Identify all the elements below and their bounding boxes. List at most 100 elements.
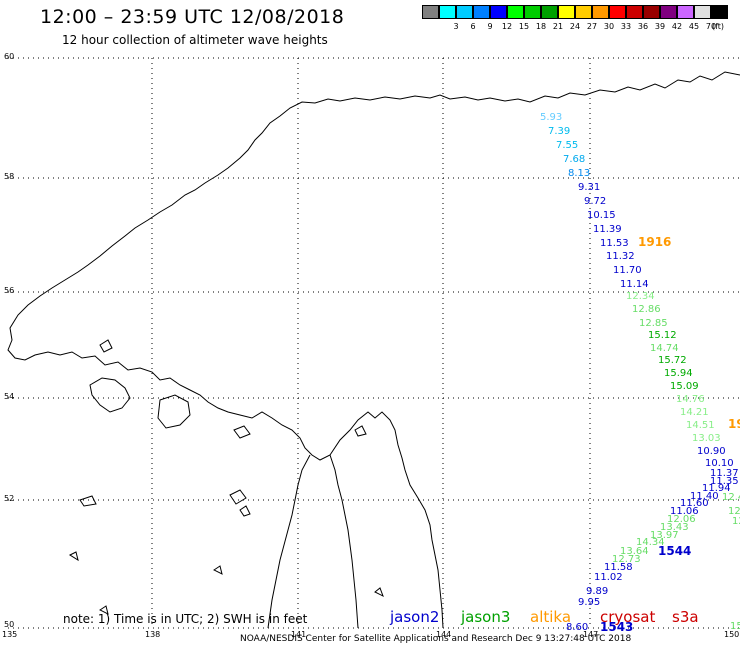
coastline-inner [329,454,359,629]
legend-label: 42 [671,22,683,31]
island-9 [68,551,79,562]
legend-swatch [592,5,609,19]
track-value-jason2-bottom: 11.02 [594,572,623,583]
legend-label: 30 [603,22,615,31]
legend-label: 3 [453,22,459,31]
legend-swatch [694,5,711,19]
lat-label-50: 50 [4,620,15,629]
track-value-jason2-lower: 10.10 [705,458,734,469]
track-value-jason2-lower: 11.60 [680,498,709,509]
legend-swatch [473,5,490,19]
island-1 [233,425,251,439]
island-5 [79,495,97,507]
pass-time-altika-edge: 19 [728,417,740,431]
track-value-jason2: 9.72 [584,196,606,207]
track-value-jason2: 11.53 [600,238,629,249]
track-value-jason3: 14.21 [680,407,709,418]
track-value-jason2-lower: 11.94 [702,483,731,494]
legend-swatch [456,5,473,19]
track-value-jason2-bottom: 9.95 [578,597,600,608]
track-value-jason2-lower: 11.37 [710,468,739,479]
legend-swatch [609,5,626,19]
pass-time-jason2-low: 1543 [600,620,633,634]
sat-altika: altika [530,608,572,626]
lat-label-58: 58 [4,172,15,181]
grid [8,57,740,629]
lon-label-150: 150 [724,630,740,639]
track-value-jason3: 14.74 [650,343,679,354]
track-value-jason2: 11.14 [620,279,649,290]
credits-footer: NOAA/NESDIS Center for Satellite Applica… [240,634,632,644]
track-value-jason2: 7.55 [556,140,578,151]
island-2 [354,425,367,437]
legend-label: 12 [501,22,513,31]
lon-label-138: 138 [145,630,161,639]
track-value-jason3: 12.34 [626,291,655,302]
legend-label: 21 [552,22,564,31]
legend-swatch [660,5,677,19]
island-3 [229,489,247,505]
track-value-jason3: 15.09 [670,381,699,392]
track-value-jason2-bottom: 8.60 [566,622,588,633]
sat-jason3: jason3 [461,608,511,626]
sat-s3a: s3a [672,608,699,626]
map-title: 12:00 – 23:59 UTC 12/08/2018 [40,6,345,28]
lat-label-54: 54 [4,392,15,401]
sat-jason2: jason2 [390,608,440,626]
track-value-jason3-lower: 12.44 [722,492,740,503]
track-value-jason3-lower: 13.64 [620,546,649,557]
track-value-jason3-lower: 12.06 [667,514,696,525]
lon-label-135: 135 [2,630,18,639]
track-value-jason2: 5.93 [540,112,562,123]
lat-label-56: 56 [4,286,15,295]
track-value-jason3: 13.03 [692,433,721,444]
track-value-jason3: 12.85 [639,318,668,329]
legend-label: 70 [705,22,717,31]
track-value-jason2: 11.32 [606,251,635,262]
legend-swatch [626,5,643,19]
legend-swatch [507,5,524,19]
legend-swatch [575,5,592,19]
track-value-jason2: 8.13 [568,168,590,179]
legend-swatch [711,5,728,19]
legend-swatch [524,5,541,19]
legend-label: 24 [569,22,581,31]
island-8 [99,605,109,615]
color-legend: 3 6 9 12 15 18 21 24 27 30 33 36 39 42 45 70 (ft) [422,5,730,37]
coastline-mainland [7,71,740,629]
track-value-jason2: 7.68 [563,154,585,165]
legend-label: 36 [637,22,649,31]
track-value-jason2-bottom: 9.89 [586,586,608,597]
track-value-jason2: 9.31 [578,182,600,193]
track-value-jason3: 14.76 [676,394,705,405]
bay-west [89,377,131,413]
island-4 [239,505,251,517]
legend-label: 15 [518,22,530,31]
lat-label-52: 52 [4,494,15,503]
track-value-jason3-lower: 13.43 [660,522,689,533]
legend-label: 45 [688,22,700,31]
track-value-jason3: 15.94 [664,368,693,379]
lat-label-60: 60 [4,52,15,61]
map-subtitle: 12 hour collection of altimeter wave hei… [62,33,328,47]
footnote: note: 1) Time is in UTC; 2) SWH is in fe… [63,612,308,626]
legend-label: 9 [487,22,493,31]
track-value-jason3: 14.51 [686,420,715,431]
track-value-jason2: 11.39 [593,224,622,235]
track-value-jason2-lower: 11.35 [710,476,739,487]
track-value-jason3: 12.86 [632,304,661,315]
track-value-jason2-lower: 11.40 [690,491,719,502]
pass-time-altika: 1916 [638,235,671,249]
pass-time-jason2: 1544 [658,544,691,558]
track-value-jason2: 7.39 [548,126,570,137]
track-value-jason3-lower: 12. [732,516,740,527]
legend-swatch [643,5,660,19]
legend-label: 27 [586,22,598,31]
legend-swatch [422,5,439,19]
legend-label: 18 [535,22,547,31]
legend-swatch [558,5,575,19]
track-value-jason2: 11.70 [613,265,642,276]
track-value-jason2: 10.15 [587,210,616,221]
island-10 [374,587,384,598]
